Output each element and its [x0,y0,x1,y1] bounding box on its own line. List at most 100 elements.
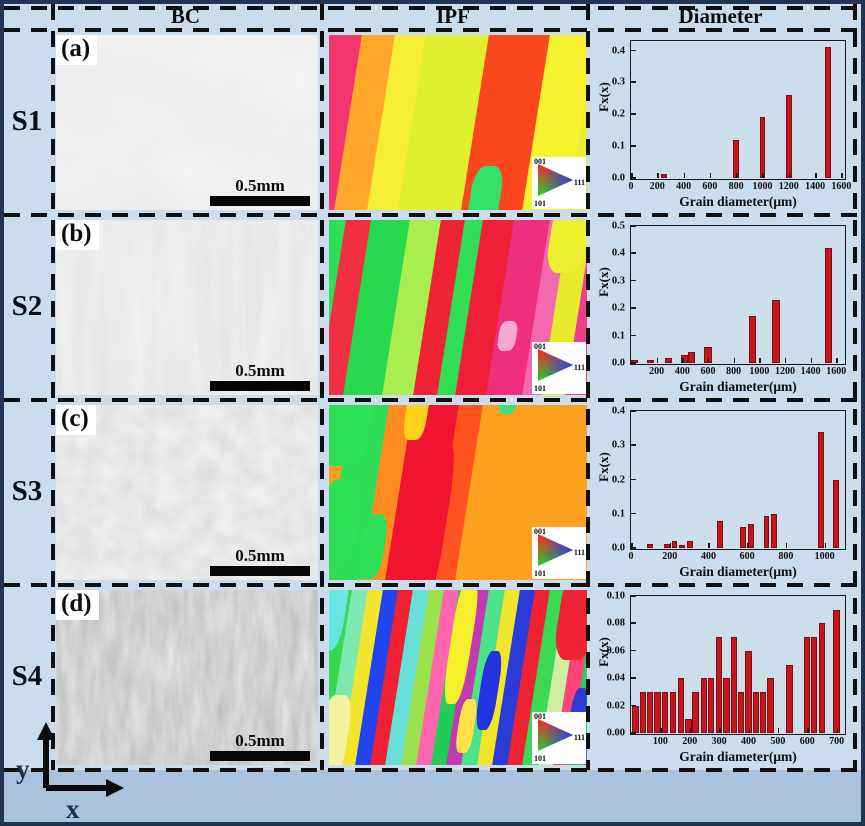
y-tick-mark [631,49,636,52]
row-label-s1: S1 [11,105,43,137]
chart-bar [632,705,639,733]
x-tick-mark [733,358,736,363]
x-tick-label: 1000 [749,366,770,377]
y-tick-mark [631,279,636,282]
x-tick-label: 1400 [800,366,821,377]
legend-label-101: 101 [534,384,546,393]
y-tick-label: 0.3 [611,275,625,287]
chart-bar [833,479,840,548]
grid-line-below-header [4,28,861,32]
ipf-color-key: 001 111 101 [532,527,586,579]
chart-bar [817,431,824,548]
chart-bar [687,541,693,548]
x-tick-label: 500 [770,736,786,747]
y-tick-mark [631,622,636,624]
chart-bar [772,299,780,363]
x-tick-mark [836,358,838,363]
scale-bar-line [210,751,310,761]
axis-label-y: y [16,754,30,784]
y-tick-mark [631,362,636,364]
x-tick-mark [660,728,662,733]
ipf-color-key: 001 111 101 [532,342,586,394]
y-tick-mark [631,113,636,115]
coordinate-axes: y x [14,718,144,824]
x-tick-mark [785,543,788,548]
chart-bar [745,650,752,733]
x-tick-label: 1200 [778,181,799,192]
chart-bar [685,719,692,733]
bc-micrograph-s2: (b) 0.5mm [56,220,318,395]
x-tick-label: 800 [728,181,744,192]
x-tick-label: 700 [829,736,845,747]
y-tick-mark [631,177,636,179]
x-tick-label: 1000 [814,551,835,562]
legend-label-001: 001 [534,712,546,721]
grid-line-ipf-diameter [586,4,590,770]
y-tick-label: 0.10 [606,590,625,602]
y-tick-label: 0.2 [611,108,625,120]
y-tick-mark [631,444,636,446]
y-tick-label: 0.5 [611,220,625,232]
x-tick-label: 600 [702,181,718,192]
legend-label-111: 111 [573,548,585,557]
y-tick-mark [631,145,636,147]
grain-diameter-chart-s3: 0 200 400 600 800 1000 0.0 0.1 0.2 0.3 0.4 Grain di… [596,401,858,584]
x-tick-mark [815,173,817,178]
x-tick-label: 200 [682,736,698,747]
chart-plot-area: 100 200 300 400 500 600 700 0.00 0.02 0.04 0.06 0.0… [607,591,846,764]
y-tick-label: 0.4 [611,247,625,259]
y-tick-label: 0.04 [606,672,625,684]
chart-bar [671,541,678,548]
ipf-triangle-icon [538,719,573,751]
chart-bar [681,354,689,363]
y-tick-label: 0.0 [611,542,625,554]
ipf-triangle-icon [538,164,573,196]
axes-arrows-icon [37,722,124,797]
chart-bar [763,516,770,548]
y-tick-mark [631,252,636,254]
y-tick-label: 0.3 [611,439,625,451]
y-tick-label: 0.0 [611,172,625,184]
chart-plot-area: 0 200 400 600 800 1000 0.0 0.1 0.2 0.3 0.4 Grain di… [612,406,846,579]
y-tick-mark [631,649,636,652]
grid-line-bottom [4,768,861,772]
x-tick-label: 1400 [805,181,826,192]
grain-diameter-chart-s2: 200 400 600 800 1000 1200 1400 1600 0.0 0.1 0.2 0.3… [596,216,858,399]
x-tick-mark [810,358,813,363]
y-axis-label: Fx(x) [596,452,611,482]
x-tick-mark [709,173,712,178]
chart-bar [692,691,699,733]
chart-bar [748,524,754,548]
bc-micrograph-s1: (a) 0.5mm [56,35,318,210]
ipf-map-s3: 001 111 101 [329,405,587,580]
chart-bar [688,352,696,363]
grid-line-bc-ipf [320,4,324,770]
x-tick-mark [762,173,764,178]
row-label-s4: S4 [11,660,43,692]
x-tick-label: 800 [726,366,742,377]
scale-bar-label: 0.5mm [235,176,285,195]
scale-bar-line [210,381,310,391]
chart-bar [654,691,661,733]
x-tick-label: 0 [628,181,634,192]
legend-label-001: 001 [534,157,546,166]
scale-bar-label: 0.5mm [235,731,285,750]
y-tick-label: 0.0 [611,357,625,369]
y-tick-label: 0.4 [611,45,625,57]
y-tick-mark [631,81,636,83]
legend-label-101: 101 [534,199,546,208]
legend-label-111: 111 [573,363,585,372]
chart-bar [771,513,778,548]
y-tick-mark [631,512,636,515]
chart-bar [749,316,757,363]
ipf-color-key: 001 111 101 [532,157,586,209]
scale-bar: 0.5mm [210,177,310,206]
chart-plot-area: 200 400 600 800 1000 1200 1400 1600 0.0 0.1 0.2 0.3… [612,221,846,395]
legend-label-111: 111 [573,733,585,742]
legend-label-101: 101 [534,569,546,578]
chart-bar [737,691,745,733]
x-tick-mark [841,173,843,178]
y-tick-mark [631,704,636,707]
ipf-map-s4: 001 111 101 [329,590,587,765]
